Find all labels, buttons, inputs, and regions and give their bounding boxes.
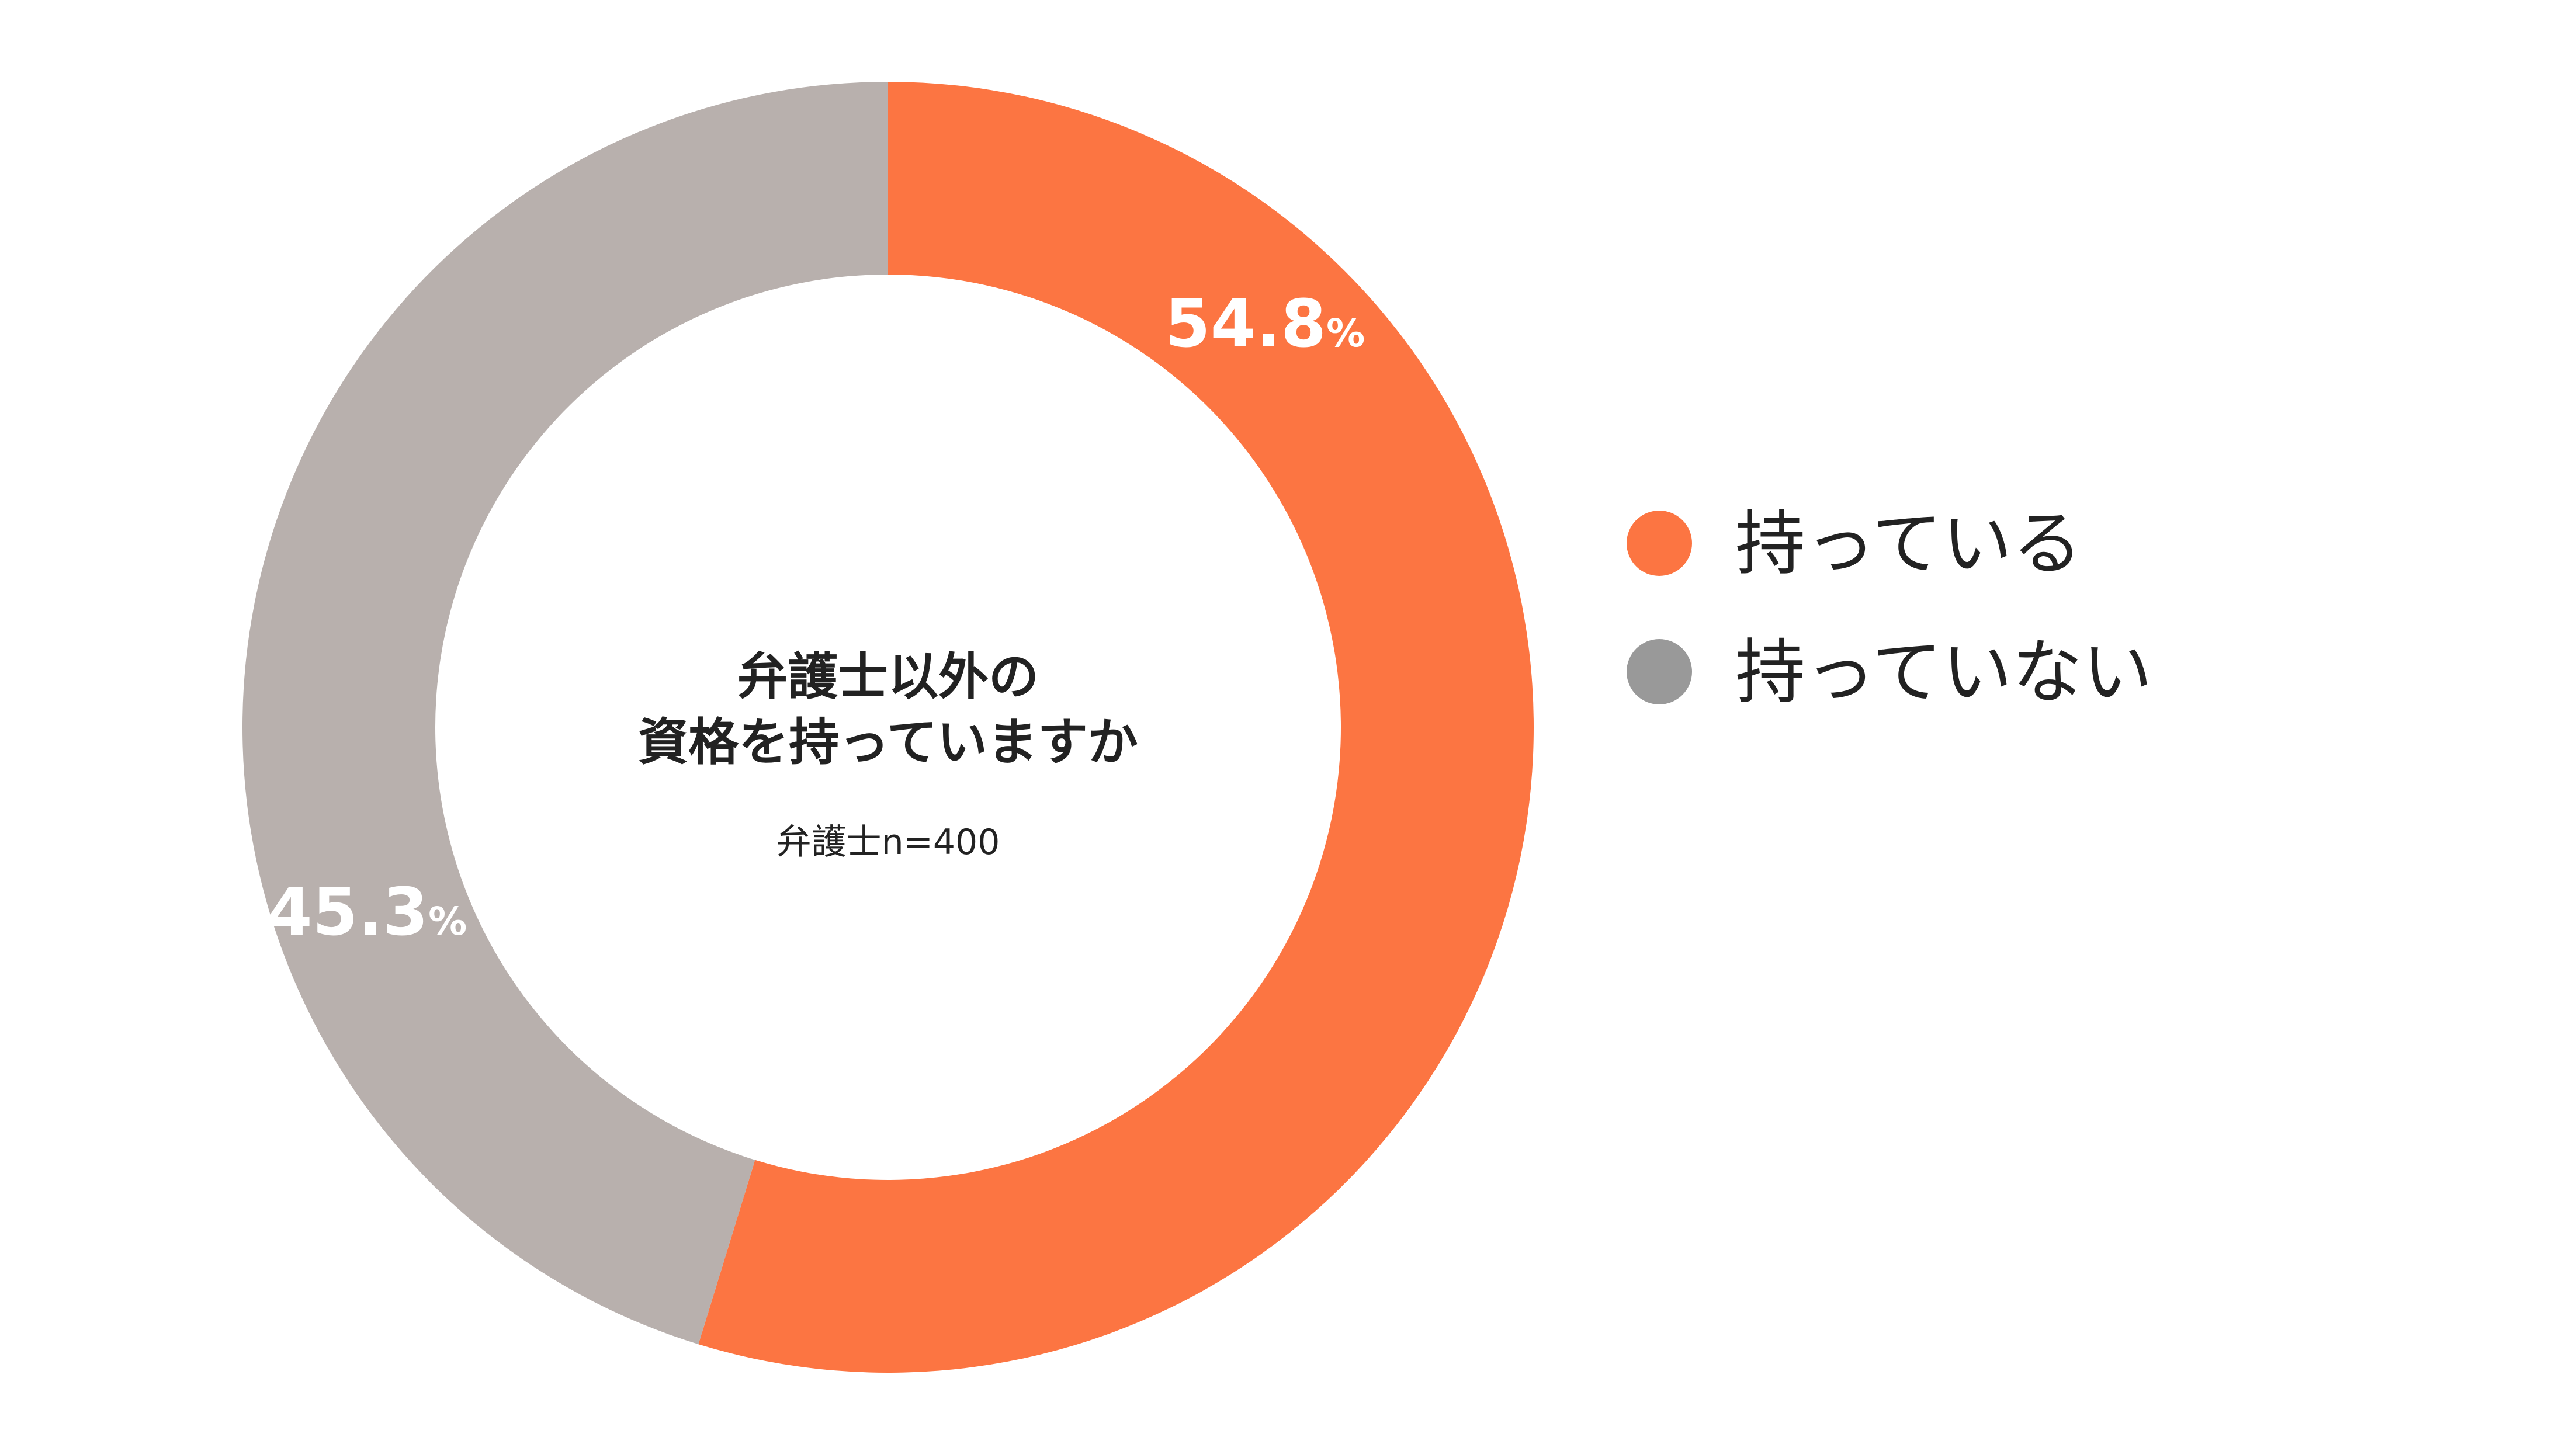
slice-value-unit: % <box>428 899 467 944</box>
chart-title-line-1: 弁護士以外の <box>737 648 1039 706</box>
chart-title-line-2: 資格を持っていますか <box>638 713 1138 772</box>
donut-slice-2 <box>242 82 888 1345</box>
chart-center-text: 弁護士以外の 資格を持っていますか 弁護士n=400 <box>638 648 1138 863</box>
slice-value-label-1: 54.8% <box>1165 286 1365 362</box>
legend-swatch-1 <box>1627 511 1692 576</box>
legend-label-2: 持っていない <box>1735 632 2152 713</box>
legend-item-2: 持っていない <box>1627 632 2152 713</box>
slice-value-label-2: 45.3% <box>267 874 467 950</box>
legend-item-1: 持っている <box>1627 504 2082 585</box>
legend-label-1: 持っている <box>1735 504 2082 585</box>
slice-value-number: 54.8 <box>1165 286 1326 362</box>
sample-size-note: 弁護士n=400 <box>776 822 1000 863</box>
donut-slices <box>242 82 1534 1373</box>
legend-swatch-2 <box>1627 639 1692 704</box>
slice-value-number: 45.3 <box>267 874 428 950</box>
slice-value-unit: % <box>1326 311 1365 356</box>
slice-value-labels: 54.8%45.3% <box>267 286 1365 950</box>
donut-slice-1 <box>698 82 1534 1373</box>
